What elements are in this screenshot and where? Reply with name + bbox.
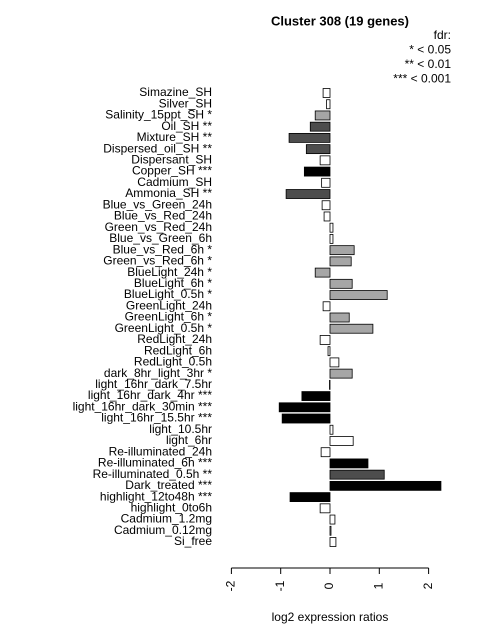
bar [289, 492, 331, 503]
y-tick-label: Blue_vs_Green_6h [109, 231, 212, 245]
y-tick-label: Dispersed_oil_SH ** [103, 141, 212, 155]
y-tick-label: Copper_SH *** [132, 164, 212, 178]
bar [329, 222, 334, 233]
y-tick-label: Cadmium_0.12mg [114, 523, 212, 537]
y-tick-label: Dispersant_SH [131, 153, 212, 167]
y-tick-label: Silver_SH [159, 96, 212, 110]
legend-text: *** < 0.001 [393, 72, 451, 86]
bar [314, 267, 331, 278]
bar [303, 166, 331, 177]
bar [329, 234, 334, 244]
bar [329, 480, 442, 491]
bar [329, 458, 369, 469]
bar [329, 537, 337, 547]
y-tick-label: Dark_treated *** [125, 478, 212, 492]
x-tick-label: 2 [421, 582, 435, 589]
x-tick-label: 0 [322, 582, 336, 589]
bar [319, 155, 331, 166]
y-tick-label: BlueLight_24h * [127, 265, 212, 279]
y-tick-label: RedLight_24h [137, 332, 212, 346]
bar [288, 132, 331, 143]
bar [329, 290, 388, 300]
y-tick-label: Re-illuminated_6h *** [98, 456, 212, 470]
bar [326, 99, 331, 110]
y-tick-label: Mixture_SH ** [137, 130, 213, 144]
x-tick-label: -2 [224, 580, 238, 591]
bar [327, 346, 331, 357]
bar [329, 514, 336, 525]
y-tick-label: highlight_0to6h [131, 500, 212, 514]
bar [305, 144, 331, 155]
y-tick-label: GreenLight_6h * [125, 310, 213, 324]
bar [329, 525, 332, 536]
bar [322, 88, 331, 98]
bar [329, 357, 340, 368]
y-tick-label: GreenLight_24h [126, 298, 212, 312]
y-tick-label: light_10.5hr [149, 422, 212, 436]
bar [319, 503, 331, 514]
bar [278, 402, 331, 413]
bar [301, 391, 331, 401]
y-tick-label: Si_free [174, 534, 212, 548]
y-tick-label: Blue_vs_Red_6h * [113, 242, 213, 256]
y-tick-label: Ammonia_SH ** [125, 186, 212, 200]
y-tick-label: Cadmium_1.2mg [121, 512, 212, 526]
x-tick-label: -1 [273, 580, 287, 591]
legend-text: fdr: [434, 28, 451, 42]
y-tick-label: BlueLight_6h * [134, 276, 212, 290]
y-tick-label: light_16hr_dark_4hr *** [88, 388, 212, 402]
y-tick-label: light_16hr_dark_30min *** [73, 399, 213, 413]
bar [319, 335, 331, 345]
legend-text: ** < 0.01 [405, 57, 452, 71]
bar [329, 436, 354, 446]
y-tick-label: Oil_SH ** [161, 119, 212, 133]
y-tick-label: dark_8hr_light_3hr * [104, 366, 212, 380]
bar [329, 278, 353, 289]
bar [309, 121, 331, 132]
bar [329, 256, 352, 267]
bar [285, 189, 331, 199]
y-tick-label: BlueLight_0.5h * [124, 287, 212, 301]
bar [321, 200, 331, 211]
chart-title: Cluster 308 (19 genes) [271, 13, 409, 28]
y-tick-label: Blue_vs_Green_24h [103, 197, 212, 211]
bar [329, 245, 355, 256]
x-axis-label: log2 expression ratios [272, 610, 389, 624]
y-tick-label: Re-illuminated_0.5h ** [93, 467, 213, 481]
y-tick-label: Salinity_15ppt_SH * [105, 108, 212, 122]
bar [329, 469, 385, 480]
bar [323, 211, 331, 222]
y-tick-label: light_16hr_dark_7.5hr [95, 377, 212, 391]
y-tick-label: Re-illuminated_24h [109, 444, 212, 458]
y-tick-label: Blue_vs_Red_24h [114, 209, 212, 223]
y-tick-label: RedLight_0.5h [134, 355, 212, 369]
bar [329, 368, 353, 379]
bar [322, 301, 331, 312]
y-tick-label: Green_vs_Red_6h * [103, 254, 212, 268]
bar [281, 413, 331, 424]
x-tick-label: 1 [371, 582, 385, 589]
bar [320, 447, 331, 458]
legend-text: * < 0.05 [409, 43, 451, 57]
bar [329, 424, 334, 435]
y-tick-label: RedLight_6h [144, 343, 212, 357]
y-tick-label: GreenLight_0.5h * [115, 321, 213, 335]
y-tick-label: light_16hr_15.5hr *** [101, 411, 212, 425]
y-tick-label: highlight_12to48h *** [100, 489, 212, 503]
bar [321, 177, 331, 188]
y-tick-label: light_6hr [166, 433, 212, 447]
bar [329, 312, 350, 323]
bar [314, 110, 331, 121]
y-tick-label: Simazine_SH [139, 85, 212, 99]
y-tick-label: Cadmium_SH [137, 175, 212, 189]
y-tick-label: Green_vs_Red_24h [105, 220, 212, 234]
bar [329, 323, 374, 334]
